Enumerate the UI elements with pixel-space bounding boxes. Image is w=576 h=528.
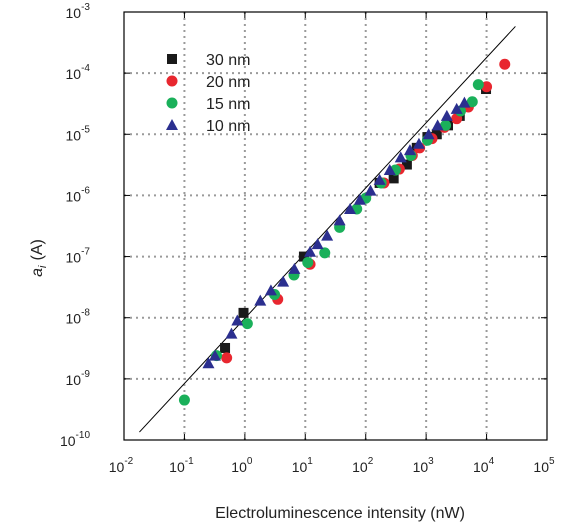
data-point — [401, 159, 412, 170]
data-point — [373, 173, 386, 185]
y-axis-unit: (A) — [29, 239, 46, 260]
y-tick-label: 10-10 — [60, 430, 90, 449]
y-tick-label: 10-3 — [66, 2, 91, 21]
y-tick-label: 10-8 — [66, 308, 91, 327]
data-point — [264, 284, 277, 296]
legend-label: 10 nm — [206, 118, 250, 135]
data-point — [364, 184, 377, 196]
data-point — [431, 119, 444, 131]
grid — [124, 12, 547, 440]
x-tick-label: 104 — [473, 456, 495, 475]
data-point — [440, 109, 453, 121]
data-point — [298, 251, 309, 262]
data-point — [458, 96, 471, 108]
legend-label: 20 nm — [206, 74, 250, 91]
data-point — [304, 245, 317, 257]
data-point — [178, 394, 190, 406]
x-tick-label: 105 — [533, 456, 555, 475]
legend: 30 nm 20 nm 15 nm 10 nm — [166, 52, 250, 135]
data-point — [388, 173, 399, 184]
data-point — [499, 58, 511, 70]
y-tick-label: 10-4 — [66, 63, 91, 82]
legend-marker — [167, 54, 177, 64]
data-point — [383, 164, 396, 176]
series-10-nm — [202, 96, 471, 369]
axis-ticks — [123, 11, 548, 441]
plot-frame — [123, 11, 548, 441]
legend-marker — [166, 119, 178, 130]
data-point — [422, 128, 435, 140]
x-tick-label: 102 — [352, 456, 374, 475]
y-axis-subscript: i — [37, 265, 49, 268]
data-point — [412, 137, 425, 149]
data-point — [241, 318, 253, 330]
data-point — [231, 314, 244, 326]
y-axis-symbol: a — [29, 268, 46, 277]
data-point — [254, 294, 267, 306]
legend-label: 15 nm — [206, 96, 250, 113]
data-point — [319, 247, 331, 259]
x-tick-label: 10-1 — [169, 456, 194, 475]
y-tick-label: 10-9 — [66, 369, 91, 388]
data-points — [178, 58, 511, 406]
data-point — [394, 151, 407, 163]
fit-line — [139, 26, 516, 433]
data-point — [311, 238, 324, 250]
data-point — [431, 129, 442, 140]
legend-marker — [166, 75, 178, 87]
y-tick-label: 10-7 — [66, 247, 91, 266]
x-tick-label: 101 — [292, 456, 314, 475]
data-point — [344, 202, 357, 214]
data-point — [225, 327, 238, 339]
y-tick-label: 10-5 — [66, 124, 91, 143]
data-point — [353, 193, 366, 205]
data-point — [440, 119, 452, 131]
data-point — [472, 79, 484, 91]
data-point — [277, 275, 290, 287]
data-point — [208, 349, 221, 361]
data-point — [288, 262, 301, 274]
legend-label: 30 nm — [206, 52, 250, 69]
data-point — [481, 81, 493, 93]
data-point — [403, 144, 416, 156]
data-point — [238, 307, 249, 318]
data-point — [302, 256, 314, 268]
data-point — [220, 342, 231, 353]
data-point — [333, 214, 346, 226]
x-tick-label: 103 — [413, 456, 435, 475]
x-axis-title: Electroluminescence intensity (nW) — [215, 505, 465, 522]
x-tick-label: 100 — [231, 456, 253, 475]
y-axis-title: ai (A) — [29, 239, 49, 277]
legend-marker — [166, 97, 178, 109]
x-tick-label: 10-2 — [109, 456, 134, 475]
y-tick-labels: 10-10 10-9 10-8 10-7 10-6 10-5 10-4 10-3 — [60, 2, 90, 449]
data-point — [321, 229, 334, 241]
x-tick-labels: 10-2 10-1 100 101 102 103 104 105 — [109, 456, 555, 475]
data-point — [466, 96, 478, 108]
data-point — [202, 357, 215, 369]
data-point — [221, 352, 233, 364]
data-point — [450, 102, 463, 114]
y-tick-label: 10-6 — [66, 185, 91, 204]
